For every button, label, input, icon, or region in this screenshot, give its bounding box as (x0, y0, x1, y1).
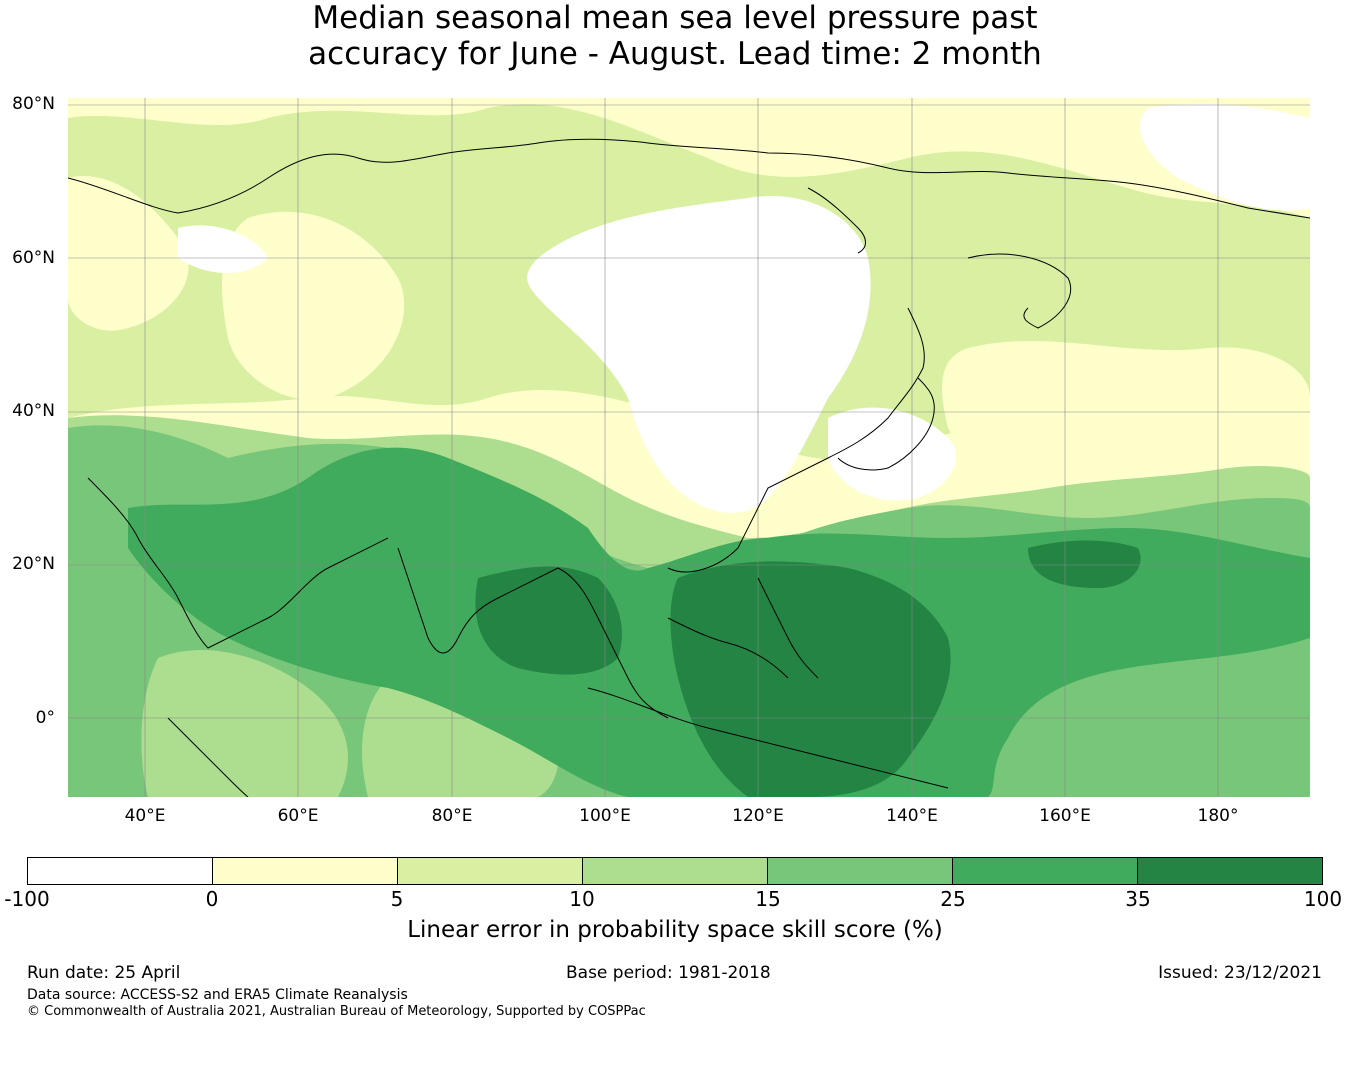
colorbar-tick-35: 35 (1125, 887, 1151, 911)
region-darkgreen-bay-of-bengal (475, 566, 622, 675)
lat-label-0: 0° (35, 708, 55, 728)
region-white-japan (828, 407, 957, 501)
title-line-2: accuracy for June - August. Lead time: 2… (308, 36, 1042, 72)
colorbar-bin-10-15 (583, 858, 768, 884)
colorbar-bin-5-10 (398, 858, 583, 884)
map-area: 80°N 60°N 40°N 20°N 0° 40°E 60°E 80°E 10… (12, 94, 1310, 826)
region-white-east-arctic (1139, 103, 1310, 211)
region-yellow-patch-west (68, 176, 189, 331)
lon-label-120e: 120°E (732, 806, 784, 826)
colorbar-tick-15: 15 (755, 887, 781, 911)
region-africa-lightgreen (141, 649, 348, 797)
skill-score-map (68, 98, 1310, 797)
title-line-1: Median seasonal mean sea level pressure … (312, 0, 1038, 36)
graticule (68, 98, 1310, 797)
region-yellow-patch-central (222, 211, 405, 400)
colorbar-tick-25: 25 (940, 887, 966, 911)
lon-label-60e: 60°E (277, 806, 319, 826)
colorbar-tick-0: 0 (205, 887, 219, 911)
issued-date: Issued: 23/12/2021 (1158, 963, 1322, 983)
data-source: Data source: ACCESS-S2 and ERA5 Climate … (27, 987, 408, 1003)
colorbar-tick-10: 10 (569, 887, 595, 911)
colorbar-bin-0-5 (213, 858, 398, 884)
lat-label-40n: 40°N (12, 401, 55, 421)
lat-label-60n: 60°N (12, 248, 55, 268)
lon-label-160e: 160°E (1039, 806, 1091, 826)
base-period: Base period: 1981-2018 (566, 963, 771, 983)
lat-label-80n: 80°N (12, 94, 55, 114)
colorbar-tick-100: 100 (1303, 887, 1343, 911)
lon-label-100e: 100°E (579, 806, 631, 826)
lon-label-140e: 140°E (886, 806, 938, 826)
colorbar (27, 857, 1323, 885)
region-white-siberia (527, 196, 871, 513)
map-title: Median seasonal mean sea level pressure … (0, 0, 1350, 72)
colorbar-bin-25-35 (953, 858, 1138, 884)
region-white-west (178, 225, 268, 273)
colorbar-tick-5: 5 (390, 887, 404, 911)
region-darkgreen-philippines (670, 561, 951, 797)
colorbar-bin-15-25 (768, 858, 953, 884)
map-svg (68, 98, 1310, 797)
colorbar-tick-neg100: -100 (4, 887, 50, 911)
lon-label-40e: 40°E (124, 806, 166, 826)
copyright: © Commonwealth of Australia 2021, Austra… (27, 1004, 646, 1019)
colorbar-label: Linear error in probability space skill … (407, 917, 943, 943)
colorbar-bin-neg100-0 (28, 858, 213, 884)
region-darkgreen-pacific (1028, 540, 1141, 588)
lon-label-80e: 80°E (431, 806, 473, 826)
colorbar-bin-35-100 (1138, 858, 1322, 884)
run-date: Run date: 25 April (27, 963, 181, 983)
lat-label-20n: 20°N (12, 554, 55, 574)
coastlines (68, 138, 1310, 797)
lon-label-180: 180° (1197, 806, 1239, 826)
